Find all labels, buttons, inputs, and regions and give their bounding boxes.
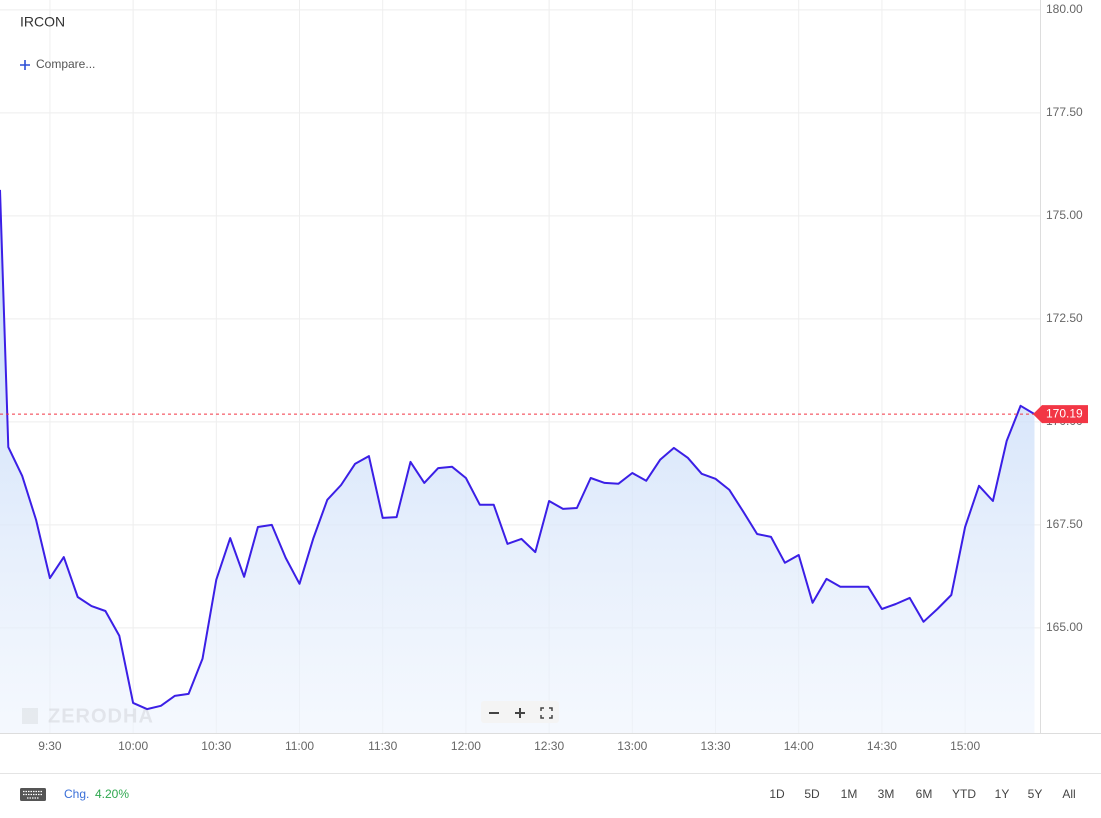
price-line	[0, 189, 1036, 711]
change-label: Chg.	[64, 787, 89, 801]
y-tick-label: 172.50	[1046, 311, 1083, 325]
keyboard-icon[interactable]	[20, 788, 46, 801]
zoom-controls	[481, 701, 559, 723]
range-button[interactable]: 6M	[916, 787, 933, 801]
last-price-tag	[1033, 405, 1088, 424]
y-tick-label: 175.00	[1046, 208, 1083, 222]
keyboard-keys	[23, 790, 43, 799]
compare-button[interactable]: Compare...	[20, 57, 95, 71]
fullscreen[interactable]	[540, 707, 553, 719]
range-button[interactable]: 1M	[841, 787, 858, 801]
y-tick-label: 165.00	[1046, 620, 1083, 634]
watermark-text: ZERODHA	[48, 705, 154, 727]
last-price-label: 170.19	[1046, 406, 1083, 420]
x-tick-label: 13:00	[617, 739, 647, 753]
y-tick-label: 177.50	[1046, 105, 1083, 119]
y-tick-label: 167.50	[1046, 517, 1083, 531]
y-tick-label: 180.00	[1046, 2, 1083, 16]
x-tick-label: 12:30	[534, 739, 564, 753]
x-tick-label: 11:00	[285, 739, 314, 753]
x-tick-label: 15:00	[950, 739, 980, 753]
range-button[interactable]: YTD	[952, 787, 976, 801]
range-button[interactable]: 3M	[878, 787, 895, 801]
x-tick-label: 14:30	[867, 739, 897, 753]
x-tick-label: 14:00	[784, 739, 814, 753]
x-tick-label: 10:30	[201, 739, 231, 753]
x-tick-label: 11:30	[368, 739, 397, 753]
watermark: ZERODHA	[22, 705, 154, 727]
range-button[interactable]: 5D	[804, 787, 820, 801]
x-tick-label: 10:00	[118, 739, 148, 753]
range-button[interactable]: 1D	[769, 787, 785, 801]
x-tick-label: 13:30	[701, 739, 731, 753]
area-fill	[0, 189, 1035, 733]
change-value: 4.20%	[95, 787, 129, 801]
x-tick-label: 9:30	[38, 739, 62, 753]
range-button[interactable]: All	[1062, 787, 1075, 801]
symbol-title: IRCON	[20, 14, 65, 30]
zoom-in[interactable]	[515, 708, 525, 718]
x-tick-label: 12:00	[451, 739, 481, 753]
range-button[interactable]: 1Y	[995, 787, 1010, 801]
watermark-logo	[22, 708, 38, 724]
range-button[interactable]: 5Y	[1028, 787, 1043, 801]
plus-icon	[20, 60, 30, 70]
compare-label[interactable]: Compare...	[36, 57, 95, 71]
